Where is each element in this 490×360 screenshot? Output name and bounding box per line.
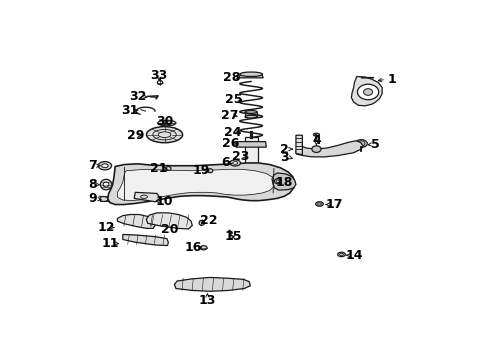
Text: 15: 15	[224, 230, 242, 243]
Polygon shape	[272, 173, 296, 190]
Ellipse shape	[157, 81, 163, 85]
Polygon shape	[245, 138, 258, 171]
Ellipse shape	[199, 220, 204, 225]
Ellipse shape	[158, 120, 176, 126]
Text: 11: 11	[102, 237, 120, 250]
Ellipse shape	[200, 246, 207, 250]
Text: 8: 8	[88, 178, 97, 191]
Text: 30: 30	[156, 115, 173, 128]
Text: 23: 23	[232, 150, 249, 163]
Ellipse shape	[99, 197, 108, 202]
Polygon shape	[147, 213, 192, 229]
Text: 14: 14	[345, 249, 363, 262]
Polygon shape	[296, 141, 363, 157]
Ellipse shape	[314, 133, 319, 136]
Text: 9: 9	[88, 193, 97, 206]
Text: 1: 1	[387, 73, 396, 86]
Ellipse shape	[233, 162, 238, 164]
Text: 26: 26	[221, 137, 239, 150]
Ellipse shape	[207, 169, 213, 173]
Text: 32: 32	[129, 90, 147, 103]
Polygon shape	[351, 76, 382, 106]
Text: 6: 6	[221, 157, 230, 170]
Text: 16: 16	[185, 241, 202, 254]
Polygon shape	[118, 215, 155, 228]
Ellipse shape	[355, 140, 368, 148]
Text: 27: 27	[221, 109, 239, 122]
Polygon shape	[118, 169, 275, 201]
Ellipse shape	[147, 127, 183, 143]
Text: 29: 29	[126, 129, 144, 142]
Text: 5: 5	[371, 138, 380, 151]
Ellipse shape	[244, 169, 258, 173]
Ellipse shape	[245, 111, 257, 113]
Text: 21: 21	[150, 162, 168, 175]
Text: 2: 2	[280, 143, 289, 156]
Polygon shape	[296, 135, 302, 155]
Polygon shape	[108, 163, 295, 204]
Ellipse shape	[274, 179, 281, 184]
Polygon shape	[245, 112, 257, 117]
Ellipse shape	[240, 72, 263, 76]
Ellipse shape	[245, 115, 257, 118]
Polygon shape	[239, 74, 263, 78]
Circle shape	[357, 141, 365, 146]
Text: 25: 25	[225, 93, 243, 106]
Polygon shape	[123, 234, 169, 246]
Text: 4: 4	[312, 134, 321, 147]
Text: 31: 31	[122, 104, 139, 117]
Ellipse shape	[102, 164, 108, 168]
Text: 20: 20	[161, 223, 178, 236]
Circle shape	[312, 146, 321, 152]
Ellipse shape	[316, 202, 323, 206]
Ellipse shape	[98, 162, 112, 170]
Text: 3: 3	[280, 151, 289, 164]
Text: 22: 22	[200, 213, 218, 226]
Text: 28: 28	[222, 71, 240, 84]
Text: 24: 24	[224, 126, 242, 139]
Text: 17: 17	[325, 198, 343, 211]
Text: 12: 12	[98, 221, 115, 234]
Ellipse shape	[103, 182, 109, 187]
Ellipse shape	[338, 252, 345, 257]
Circle shape	[364, 89, 373, 95]
Text: 18: 18	[276, 176, 293, 189]
Text: 13: 13	[199, 294, 216, 307]
Ellipse shape	[166, 167, 171, 170]
Text: 33: 33	[150, 69, 168, 82]
Polygon shape	[236, 141, 267, 147]
Ellipse shape	[100, 179, 112, 190]
Text: 19: 19	[192, 164, 210, 177]
Text: 10: 10	[156, 195, 173, 208]
Polygon shape	[134, 192, 160, 202]
Circle shape	[358, 84, 379, 100]
Ellipse shape	[230, 160, 241, 166]
Polygon shape	[174, 278, 250, 291]
Text: 7: 7	[88, 159, 97, 172]
